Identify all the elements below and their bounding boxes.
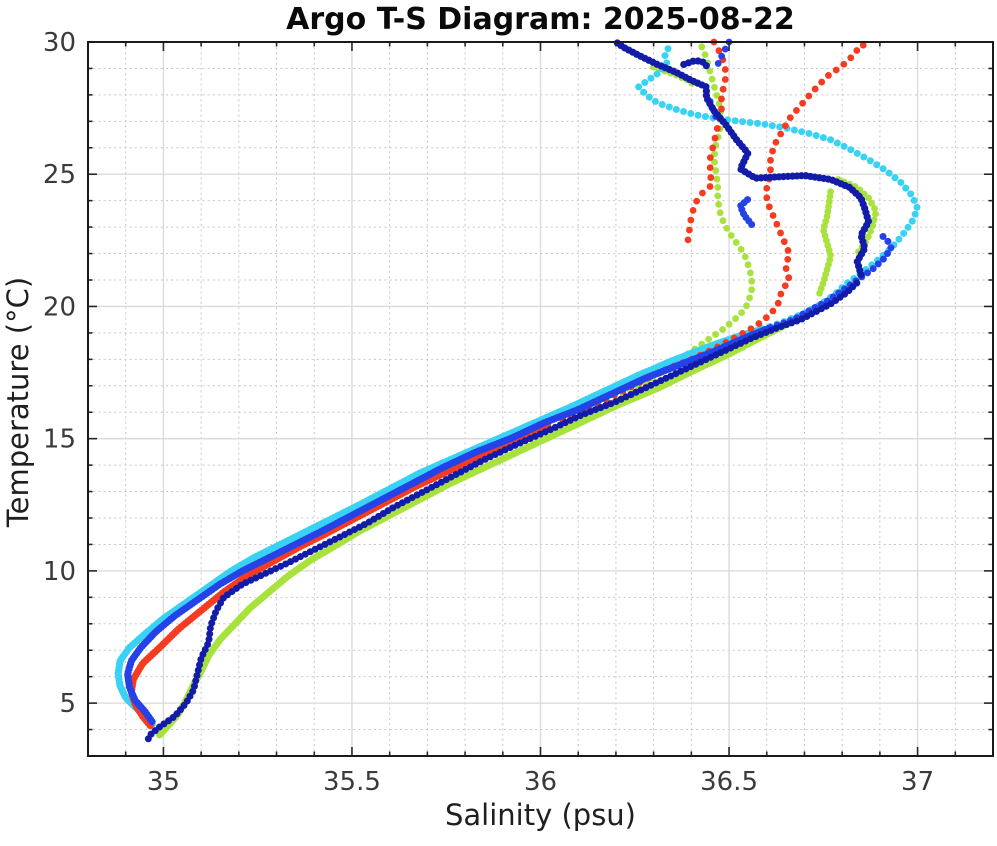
x-tick-label: 37: [901, 767, 934, 797]
series-float-navy: [144, 39, 873, 743]
y-tick-label: 10: [43, 557, 76, 587]
plot-title: Argo T-S Diagram: 2025-08-22: [286, 2, 795, 37]
x-tick-labels: 35 35.5 36 36.5 37: [147, 767, 934, 797]
x-tick-label: 35: [147, 767, 180, 797]
x-tick-label: 36.5: [700, 767, 758, 797]
y-tick-label: 15: [43, 425, 76, 455]
plot-box: [87, 41, 994, 757]
y-tick-label: 20: [43, 292, 76, 322]
y-tick-label: 5: [59, 689, 76, 719]
x-axis-label: Salinity (psu): [444, 798, 636, 832]
x-tick-label: 36: [524, 767, 557, 797]
y-tick-label: 25: [43, 160, 76, 190]
y-tick-label: 30: [43, 28, 76, 58]
x-tick-label: 35.5: [323, 767, 381, 797]
y-axis-label: Temperature (°C): [1, 276, 35, 528]
major-grid: [88, 42, 993, 756]
y-tick-labels: 5 10 15 20 25 30: [43, 28, 76, 719]
